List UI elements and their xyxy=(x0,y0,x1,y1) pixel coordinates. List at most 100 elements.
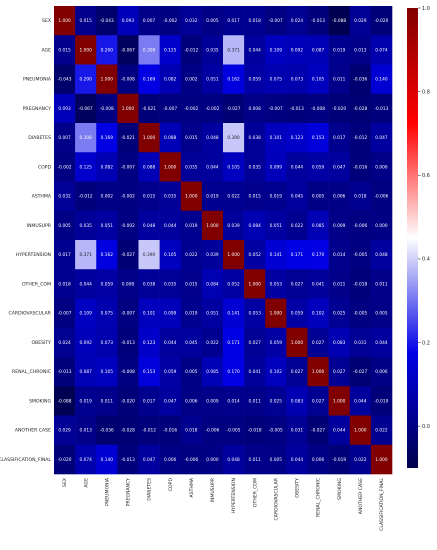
cell-value-label: 0.200 xyxy=(80,77,93,83)
cell-value-label: 0.074 xyxy=(375,47,388,53)
heatmap-cell xyxy=(96,152,118,182)
cell-value-label: 0.022 xyxy=(185,252,198,258)
heatmap-cell xyxy=(54,357,76,387)
heatmap-cell xyxy=(201,386,224,416)
cell-value-label: 0.051 xyxy=(206,311,219,317)
heatmap-cell xyxy=(244,357,266,387)
cell-value-label: 0.027 xyxy=(312,398,325,404)
heatmap-cells: 1.000 0.015 -0.043 0.093 0.007 -0.002 0.032 0.0… xyxy=(54,6,393,475)
cell-value-label: 1.000 xyxy=(143,135,156,141)
heatmap-cell xyxy=(54,415,76,446)
heatmap-cell xyxy=(75,327,97,358)
cell-value-label: 0.035 xyxy=(185,164,198,170)
heatmap-cell xyxy=(138,64,160,95)
heatmap-cell xyxy=(201,357,224,387)
cell-value-label: -0.036 xyxy=(353,77,367,83)
cell-value-label: 0.019 xyxy=(206,194,219,200)
cell-value-label: 0.084 xyxy=(206,281,219,287)
heatmap-cell xyxy=(286,6,308,36)
cell-value-label: -0.027 xyxy=(227,106,241,112)
cell-value-label: -0.016 xyxy=(353,164,367,170)
heatmap-cell xyxy=(54,298,76,329)
cell-value-label: 0.048 xyxy=(143,223,156,229)
cell-value-label: 0.017 xyxy=(227,18,240,24)
heatmap-cell xyxy=(75,123,97,153)
heatmap-cell xyxy=(244,444,266,475)
cell-value-label: 0.093 xyxy=(122,18,135,24)
colorbar-tick-label: 0.2 xyxy=(422,340,430,346)
heatmap-cell xyxy=(223,6,245,36)
cell-value-label: 0.092 xyxy=(291,47,304,53)
cell-value-label: 0.171 xyxy=(227,340,240,346)
heatmap-cell xyxy=(159,386,182,416)
cell-value-label: -0.013 xyxy=(121,457,135,463)
cell-value-label: 0.015 xyxy=(185,135,198,141)
column-label: HYPERTENSION xyxy=(231,478,237,513)
cell-value-label: 1.000 xyxy=(80,47,93,53)
cell-value-label: 0.027 xyxy=(312,340,325,346)
heatmap-cell xyxy=(286,327,308,358)
heatmap-cell xyxy=(286,181,308,212)
heatmap-cell xyxy=(180,386,203,416)
heatmap-cell xyxy=(96,240,118,270)
cell-value-label: 0.169 xyxy=(143,77,156,83)
heatmap-cell xyxy=(286,357,308,387)
heatmap-cell xyxy=(201,269,224,299)
cell-value-label: 1.000 xyxy=(164,164,177,170)
heatmap-cell xyxy=(328,181,351,212)
cell-value-label: 0.005 xyxy=(185,369,198,375)
heatmap-cell xyxy=(117,181,139,212)
cell-value-label: -0.028 xyxy=(121,428,135,434)
heatmap-cell xyxy=(159,298,182,329)
heatmap-cell xyxy=(286,35,308,65)
cell-value-label: 0.013 xyxy=(354,47,367,53)
cell-value-label: -0.067 xyxy=(121,47,135,53)
heatmap-cell xyxy=(54,181,76,212)
column-label: COPD xyxy=(168,478,174,492)
heatmap-cell xyxy=(265,181,287,212)
heatmap-cell xyxy=(117,269,139,299)
heatmap-cell xyxy=(265,35,287,65)
heatmap-cell xyxy=(370,181,393,212)
heatmap-cell xyxy=(75,6,97,36)
heatmap-cell xyxy=(307,152,329,182)
cell-value-label: 0.041 xyxy=(249,369,262,375)
cell-value-label: 1.000 xyxy=(270,311,283,317)
heatmap-cell xyxy=(96,123,118,153)
cell-value-label: 0.024 xyxy=(58,340,71,346)
cell-value-label: 0.032 xyxy=(58,194,71,200)
cell-value-label: 0.008 xyxy=(122,281,135,287)
cell-value-label: 1.000 xyxy=(249,281,262,287)
colorbar-ticks: 1.0 0.8 0.6 0.4 0.2 0.0 xyxy=(418,6,430,430)
heatmap-cell xyxy=(265,327,287,358)
cell-value-label: 0.015 xyxy=(58,47,71,53)
cell-value-label: 0.105 xyxy=(312,77,325,83)
heatmap-cell xyxy=(180,181,203,212)
heatmap-cell xyxy=(307,210,329,241)
cell-value-label: -0.007 xyxy=(58,311,72,317)
cell-value-label: 1.000 xyxy=(58,18,71,24)
heatmap-cell xyxy=(307,298,329,329)
cell-value-label: -0.007 xyxy=(121,164,135,170)
heatmap-cell xyxy=(138,444,160,475)
heatmap-cell xyxy=(96,181,118,212)
heatmap-cell xyxy=(117,93,139,124)
cell-value-label: 0.051 xyxy=(206,77,219,83)
heatmap-cell xyxy=(349,298,372,329)
cell-value-label: 0.075 xyxy=(270,77,283,83)
heatmap-cell xyxy=(328,444,351,475)
heatmap-cell xyxy=(328,123,351,153)
cell-value-label: 0.014 xyxy=(333,252,346,258)
heatmap-cell xyxy=(201,181,224,212)
heatmap-cell xyxy=(159,6,182,36)
heatmap-cell xyxy=(75,240,97,270)
cell-value-label: -0.013 xyxy=(58,369,72,375)
heatmap-cell xyxy=(223,123,245,153)
cell-value-label: 0.039 xyxy=(206,252,219,258)
heatmap-cell xyxy=(117,6,139,36)
cell-value-label: 0.006 xyxy=(164,457,177,463)
heatmap-cell xyxy=(286,210,308,241)
column-label: CLASSIFICATION_FINAL xyxy=(379,478,385,531)
cell-value-label: 0.029 xyxy=(354,18,367,24)
heatmap-cell xyxy=(75,210,97,241)
